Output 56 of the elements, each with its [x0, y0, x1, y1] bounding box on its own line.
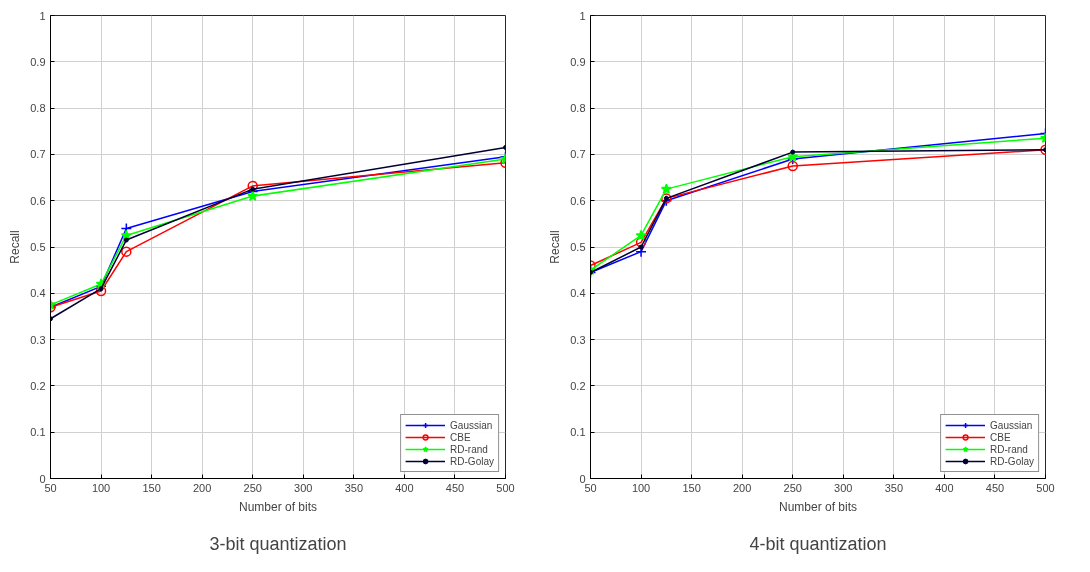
y-tick-label: 0.8 — [570, 102, 586, 115]
y-tick-label: 1 — [39, 9, 46, 22]
y-tick-label: 0.2 — [30, 379, 46, 392]
y-tick-label: 0.1 — [30, 426, 46, 439]
x-tick-label: 300 — [834, 481, 853, 494]
legend-label: RD-rand — [990, 443, 1028, 455]
text: 4-bit quantization — [749, 533, 887, 554]
x-tick-label: 100 — [91, 481, 111, 494]
y-tick-label: 0 — [579, 472, 586, 485]
y-tick-label: 0.7 — [570, 148, 586, 161]
text: 3-bit quantization — [209, 533, 347, 554]
y-tick-label: 0.5 — [570, 241, 586, 253]
x-tick-label: 350 — [884, 481, 904, 494]
y-tick-label: 0.3 — [570, 333, 586, 346]
y-axis-title: Recall — [8, 230, 23, 264]
x-tick-label: 400 — [395, 481, 414, 494]
legend-label: RD-Golay — [990, 455, 1034, 467]
y-tick-label: 0.1 — [570, 426, 586, 439]
y-tick-label: 0.3 — [30, 333, 46, 346]
y-tick-label: 1 — [579, 9, 586, 22]
y-tick-label: 0.7 — [30, 148, 46, 161]
x-tick-label: 500 — [496, 481, 515, 494]
x-tick-label: 150 — [682, 481, 701, 494]
y-tick-label: 0.4 — [570, 287, 586, 300]
x-tick-label: 300 — [294, 481, 313, 494]
y-tick-label: 0.9 — [570, 55, 586, 68]
legend-label: Gaussian — [990, 419, 1033, 431]
y-tick-label: 0 — [39, 472, 46, 485]
x-tick-label: 250 — [243, 481, 262, 494]
y-tick-label: 0.2 — [570, 379, 586, 392]
x-axis-title: Number of bits — [238, 499, 318, 514]
y-tick-label: 0.8 — [30, 102, 46, 115]
y-tick-label: 0.6 — [30, 194, 46, 207]
x-tick-label: 200 — [732, 481, 752, 494]
x-tick-label: 450 — [985, 481, 1005, 494]
x-tick-label: 450 — [445, 481, 465, 494]
y-tick-label: 0.6 — [570, 194, 586, 207]
x-tick-label: 50 — [44, 481, 57, 494]
y-axis-title: Recall — [548, 230, 563, 264]
x-tick-label: 350 — [344, 481, 364, 494]
legend-label: Gaussian — [450, 419, 493, 431]
x-tick-label: 100 — [631, 481, 651, 494]
y-tick-label: 0.9 — [30, 55, 46, 68]
legend-label: CBE — [990, 431, 1011, 443]
x-tick-label: 150 — [142, 481, 161, 494]
x-tick-label: 250 — [783, 481, 802, 494]
x-tick-label: 200 — [192, 481, 212, 494]
legend-label: CBE — [450, 431, 471, 443]
y-tick-label: 0.5 — [30, 241, 46, 253]
x-tick-label: 50 — [584, 481, 597, 494]
x-tick-label: 500 — [1036, 481, 1055, 494]
legend-label: RD-Golay — [450, 455, 494, 467]
legend-label: RD-rand — [450, 443, 488, 455]
y-tick-label: 0.4 — [30, 287, 46, 300]
x-tick-label: 400 — [935, 481, 954, 494]
x-axis-title: Number of bits — [778, 499, 858, 514]
